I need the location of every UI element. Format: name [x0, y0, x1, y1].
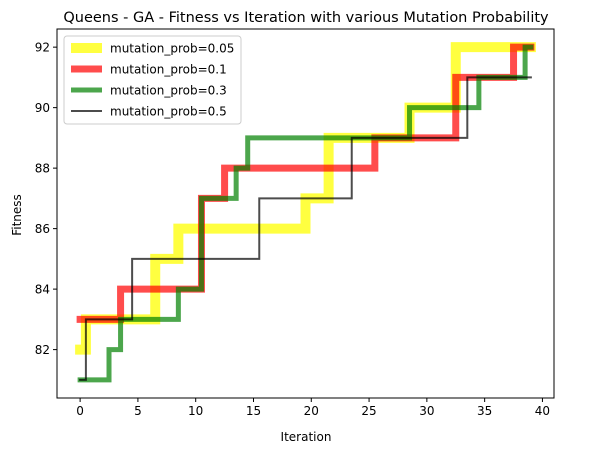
x-tick-label: 30 — [419, 404, 434, 418]
x-tick-label: 5 — [134, 404, 142, 418]
x-tick-label: 25 — [361, 404, 376, 418]
series-line-3 — [77, 44, 534, 383]
plot-area — [75, 42, 536, 383]
y-tick-label: 82 — [35, 343, 50, 357]
x-tick-label: 0 — [76, 404, 84, 418]
x-tick-label: 40 — [535, 404, 550, 418]
x-tick-label: 15 — [246, 404, 261, 418]
plot-frame — [56, 28, 555, 399]
legend-label-3: mutation_prob=0.3 — [110, 84, 227, 98]
series-line-2 — [76, 43, 535, 323]
legend-label-4: mutation_prob=0.5 — [110, 105, 227, 119]
axes: 0 5 10 15 20 25 30 35 40 82 84 86 88 90 92 — [35, 28, 555, 418]
x-tick-label: 20 — [304, 404, 319, 418]
legend-box — [63, 35, 242, 125]
y-tick-label: 92 — [35, 41, 50, 55]
chart-title: Queens - GA - Fitness vs Iteration with … — [63, 10, 549, 26]
y-tick-label: 88 — [35, 162, 50, 176]
y-tick-label: 86 — [35, 222, 50, 236]
legend-label-1: mutation_prob=0.05 — [110, 42, 234, 56]
x-axis-label: Iteration — [281, 430, 332, 444]
y-axis-label: Fitness — [10, 194, 24, 236]
x-tick-label: 10 — [188, 404, 203, 418]
legend-label-2: mutation_prob=0.1 — [110, 63, 227, 77]
y-tick-label: 84 — [35, 283, 50, 297]
y-tick-label: 90 — [35, 101, 50, 115]
legend: mutation_prob=0.05 mutation_prob=0.1mutat… — [63, 35, 242, 125]
x-tick-label: 35 — [477, 404, 492, 418]
series-line-4 — [79, 76, 532, 381]
